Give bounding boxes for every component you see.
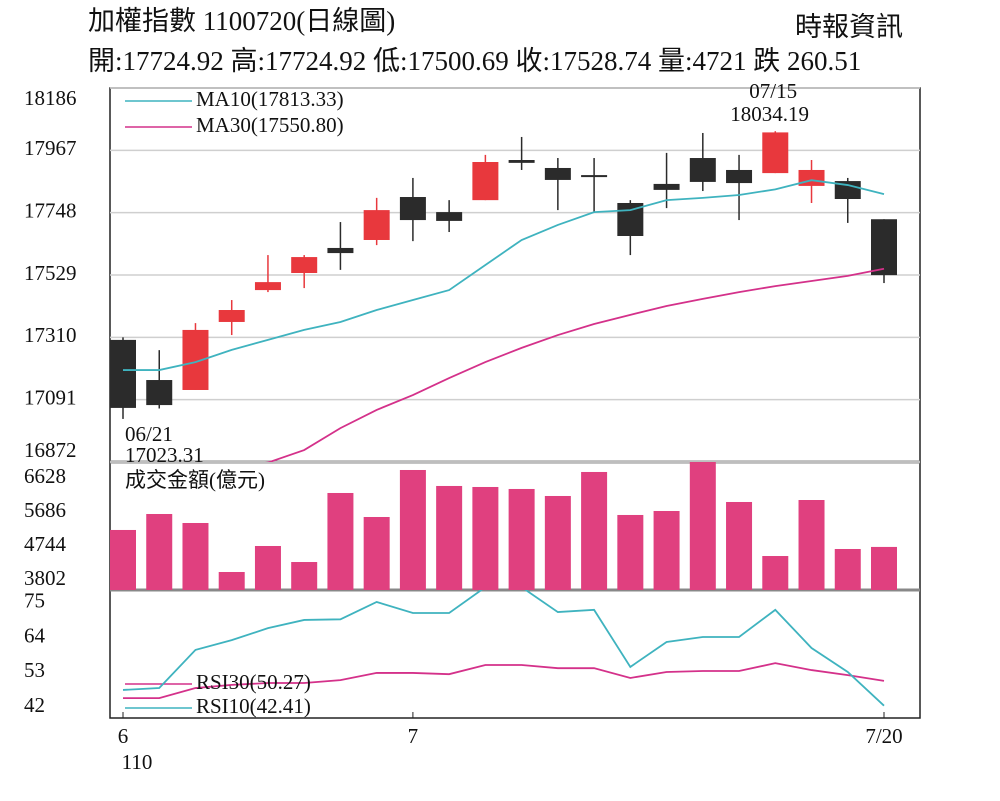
x-tick-label: 6: [118, 724, 129, 748]
bar: [218, 571, 245, 590]
legend-label: RSI10(42.41): [196, 694, 311, 718]
line: [265, 267, 885, 462]
bar: [146, 513, 173, 590]
y-tick-label: 17967: [24, 136, 77, 160]
annotation-date: 07/15: [749, 79, 797, 103]
candle-body: [472, 162, 499, 201]
y-tick-label: 17529: [24, 261, 77, 285]
y-tick-label: 3802: [24, 566, 66, 590]
y-tick-label: 6628: [24, 464, 66, 488]
candle-body: [327, 247, 354, 254]
candle-body: [544, 167, 571, 180]
bar: [508, 488, 535, 590]
y-tick-label: 17748: [24, 198, 77, 222]
candle-body: [689, 158, 716, 182]
bar: [291, 562, 318, 590]
candle-body: [581, 175, 608, 178]
y-tick-label: 53: [24, 658, 45, 682]
bar: [182, 522, 209, 590]
x-tick-label: 7: [408, 724, 419, 748]
bar: [762, 556, 789, 590]
candle-body: [146, 380, 173, 406]
line-group: [265, 267, 885, 462]
y-tick-label: 42: [24, 693, 45, 717]
line-group: [122, 590, 885, 707]
bar: [581, 471, 608, 590]
bar: [472, 486, 499, 590]
frame: [109, 87, 921, 719]
candle-body: [726, 169, 753, 184]
y-tick-label: 18186: [24, 86, 77, 110]
legend-label: MA30(17550.80): [196, 113, 344, 137]
y-tick-label: 64: [24, 623, 46, 647]
candle-body: [436, 212, 463, 221]
bar: [834, 548, 861, 590]
bar: [327, 492, 354, 590]
line: [122, 590, 885, 707]
line-group: [123, 662, 885, 700]
candle-body: [291, 257, 318, 274]
bar: [726, 501, 753, 590]
chart-title: 加權指數 1100720(日線圖): [88, 6, 395, 36]
candle-body: [399, 197, 426, 221]
y-tick-label: 17310: [24, 323, 77, 347]
bar: [544, 495, 571, 590]
bar: [436, 485, 463, 590]
bar: [689, 462, 716, 590]
x-tick-label: 7/20: [865, 724, 902, 748]
candle-body: [363, 210, 390, 240]
annotation-date: 06/21: [125, 422, 173, 446]
line: [123, 662, 885, 700]
bar: [363, 516, 390, 590]
bar: [110, 529, 136, 590]
candle-body: [834, 181, 861, 200]
legend-label: RSI30(50.27): [196, 670, 311, 694]
bar: [399, 469, 426, 590]
candle-body: [508, 160, 535, 163]
candle-body: [762, 132, 789, 174]
candle-body: [798, 169, 825, 186]
y-tick-label: 75: [24, 589, 45, 613]
source: 時報資訊: [795, 12, 903, 42]
x-year-label: 110: [122, 750, 153, 774]
legend-label: MA10(17813.33): [196, 87, 344, 111]
bar: [871, 546, 897, 590]
candle-body: [871, 219, 897, 276]
y-tick-label: 4744: [24, 532, 67, 556]
legend-label: 成交金額(億元): [125, 468, 265, 492]
bar: [653, 510, 680, 590]
y-tick-label: 16872: [24, 438, 77, 462]
bar: [254, 545, 281, 590]
y-tick-label: 17091: [24, 385, 77, 409]
line-group: [123, 179, 885, 371]
annotation-value: 18034.19: [730, 102, 809, 126]
candle-body: [254, 282, 281, 291]
y-tick-label: 5686: [24, 498, 66, 522]
bar: [798, 500, 825, 590]
candle-body: [218, 310, 245, 322]
candle-body: [653, 183, 680, 190]
line: [123, 179, 885, 371]
bar: [617, 514, 644, 590]
annotation-value: 17023.31: [125, 443, 204, 467]
summary: 開:17724.92 高:17724.92 低:17500.69 收:17528…: [88, 46, 861, 76]
candle-body: [110, 339, 136, 408]
